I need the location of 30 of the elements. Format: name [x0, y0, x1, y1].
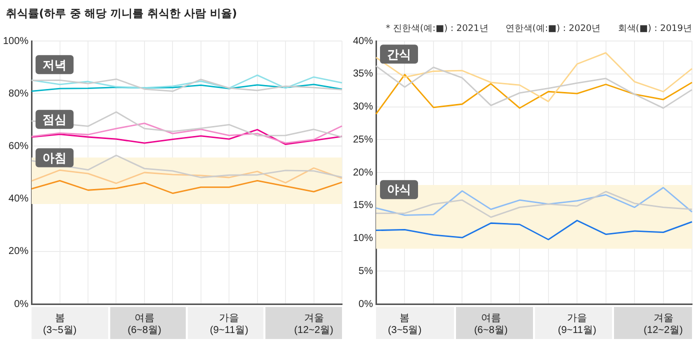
x-tick-label: 겨울 (12~2월) [644, 312, 683, 336]
annotation: 저녁 [42, 58, 67, 72]
x-tick-label: 여름 (6~8월) [128, 312, 162, 336]
y-tick-label: 40% [353, 36, 374, 47]
y-tick-label: 60% [8, 140, 29, 152]
y-tick-label: 40% [8, 194, 29, 205]
y-tick-label: 15% [353, 200, 374, 212]
x-tick-label: 가을 (9~11월) [210, 312, 248, 336]
text: * 진한색(예:■) : 2021년 연한색(예:■) : 2020년 회색(■) : 2019년 [386, 23, 692, 35]
annotation: 점심 [42, 112, 67, 126]
y-tick-label: 100% [3, 36, 29, 47]
y-tick-label: 35% [353, 68, 374, 80]
y-tick-label: 30% [353, 102, 374, 112]
x-tick-label: 가을 (9~11월) [558, 312, 596, 336]
annotation: 야식 [387, 182, 412, 197]
y-tick-label: 20% [8, 246, 29, 258]
x-tick-label: 봄 (3~5월) [42, 312, 77, 336]
annotation: 아침 [42, 150, 67, 165]
y-tick-label: 20% [353, 167, 374, 178]
y-tick-label: 25% [353, 134, 374, 146]
chart-title: 취식률(하루 중 해당 끼니를 취식한 사람 비율) [6, 6, 238, 21]
annotation: 간식 [387, 47, 412, 62]
y-tick-label: 80% [8, 88, 29, 100]
y-tick-label: 5% [358, 266, 374, 277]
x-tick-label: 봄 (3~5월) [388, 312, 422, 336]
y-tick-label: 0% [358, 298, 374, 310]
y-tick-label: 10% [353, 233, 374, 244]
x-tick-label: 겨울 (12~2월) [294, 312, 334, 336]
y-tick-label: 0% [14, 298, 29, 310]
x-tick-label: 여름 (6~8월) [474, 312, 508, 336]
